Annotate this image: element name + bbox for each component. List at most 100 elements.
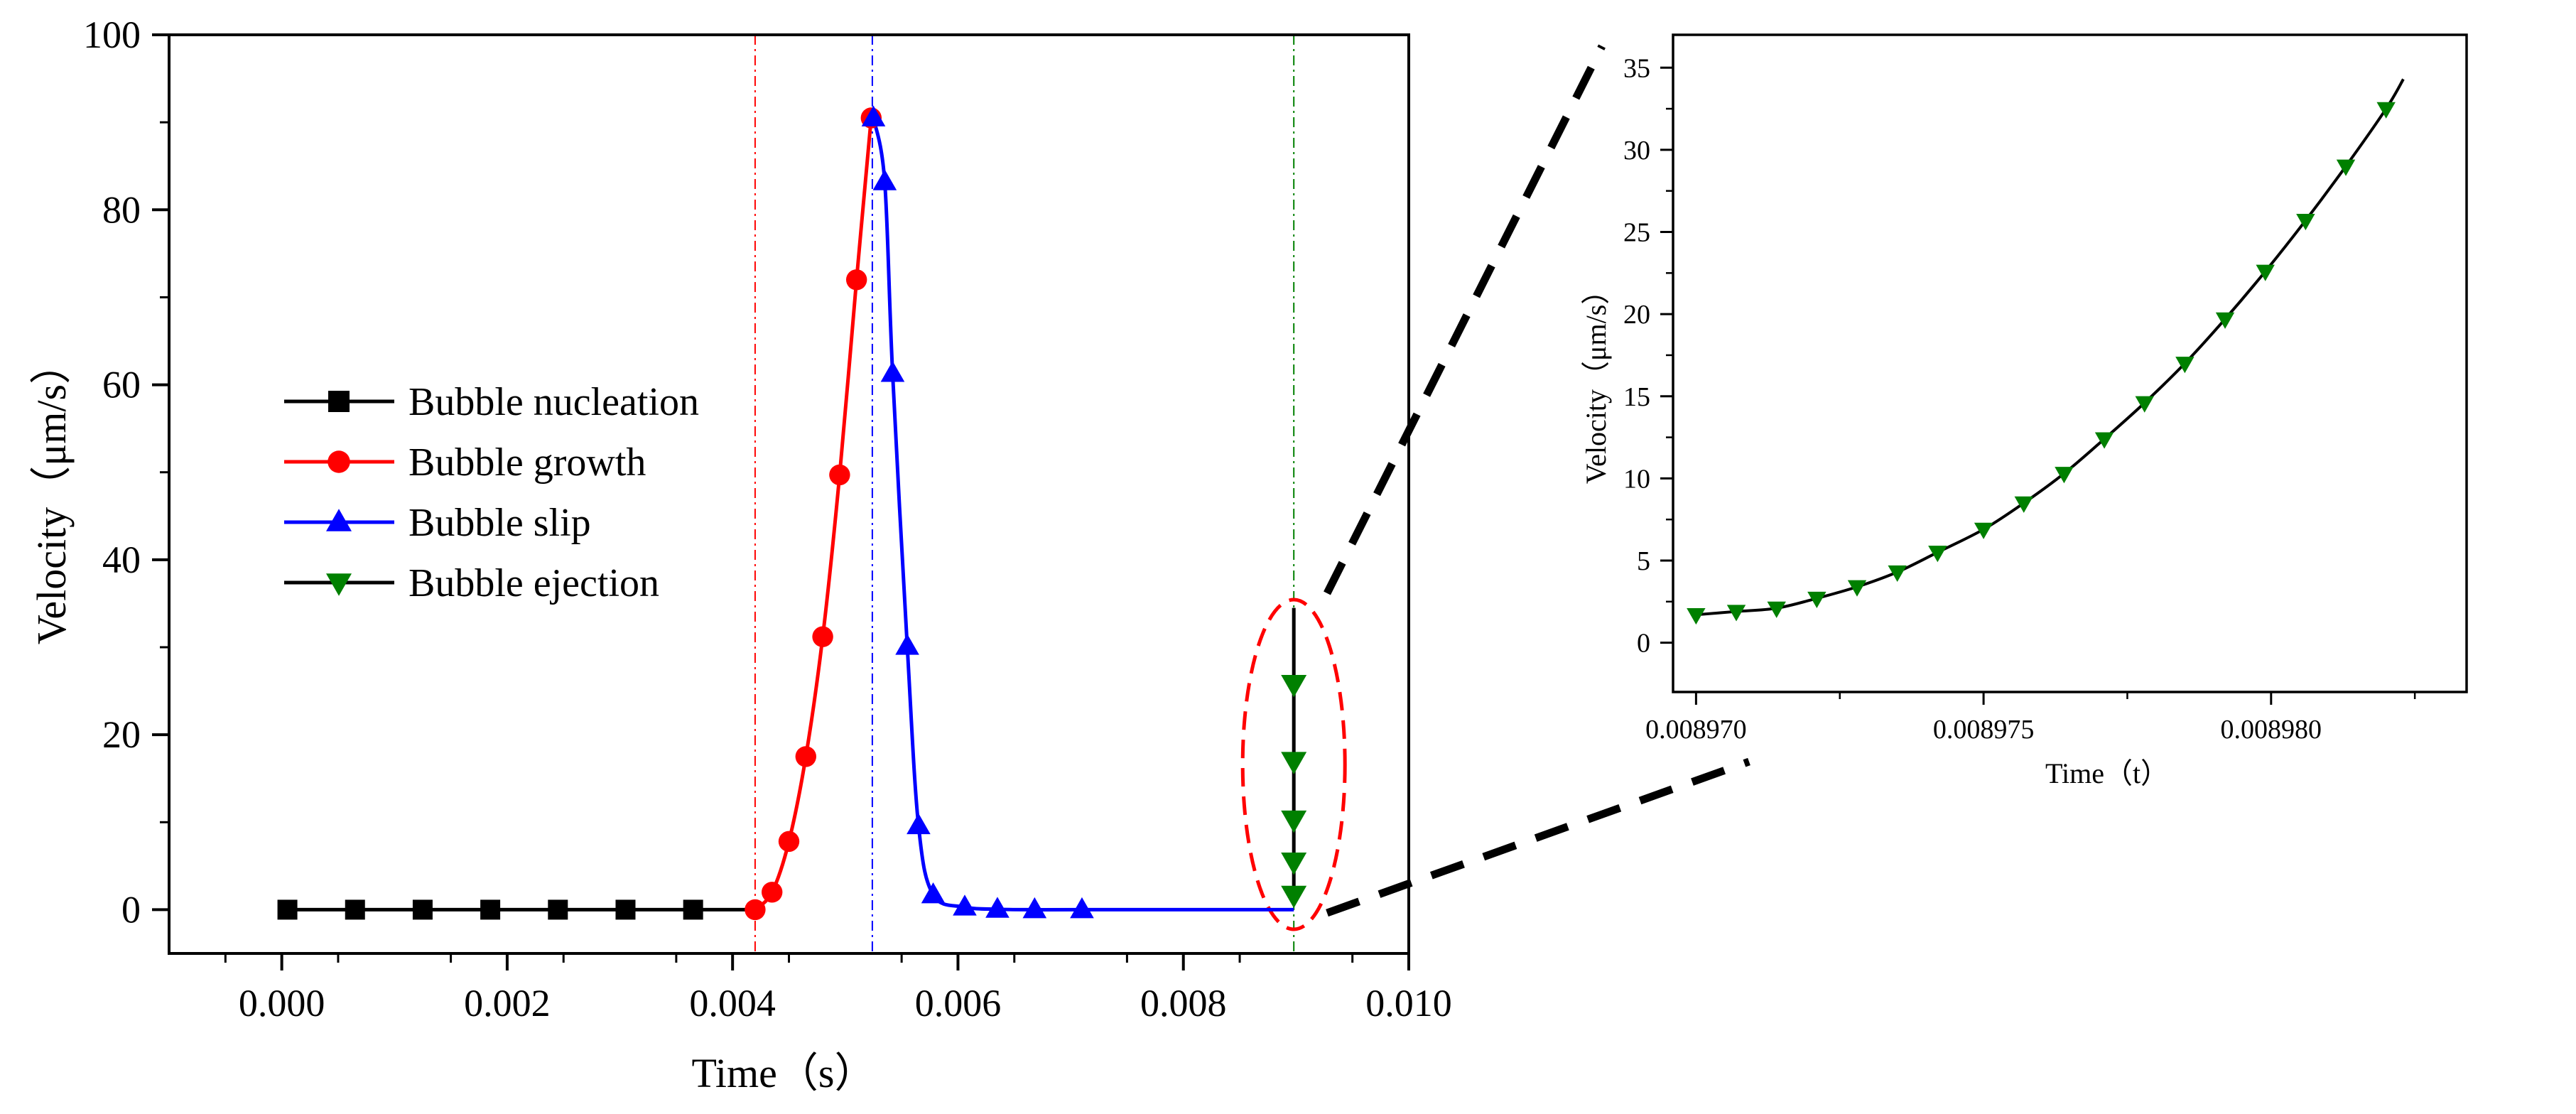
- point-bubble-slip-7: [953, 894, 977, 916]
- zoom-point-7: [1928, 546, 1947, 563]
- zoom-point-12: [2135, 396, 2154, 413]
- point-bubble-slip-6: [921, 882, 946, 904]
- zoom-point-11: [2094, 432, 2114, 449]
- point-bubble-ejection-1: [1281, 885, 1307, 909]
- zoom-x-tick-label: 0.008980: [2221, 715, 2322, 745]
- legend-label-bubble-ejection: Bubble ejection: [408, 561, 659, 605]
- legend-label-bubble-growth: Bubble growth: [408, 440, 646, 485]
- legend-item-bubble-nucleation: Bubble nucleation: [284, 380, 699, 424]
- point-bubble-growth-6: [829, 464, 850, 486]
- point-bubble-slip-4: [895, 634, 919, 655]
- zoom-point-5: [1847, 580, 1867, 597]
- main-x-tick-label: 0.006: [915, 982, 1002, 1024]
- main-x-axis-label: Time（s）: [692, 1050, 876, 1096]
- point-bubble-slip-9: [1022, 897, 1047, 919]
- main-x-tick-label: 0.004: [689, 982, 776, 1024]
- series-markers-bubble-nucleation: [277, 899, 703, 920]
- point-bubble-slip-10: [1070, 897, 1094, 919]
- point-bubble-nucleation-3: [412, 899, 433, 920]
- series-markers-bubble-ejection: [1281, 674, 1307, 909]
- zoom-y-tick-label: 20: [1623, 300, 1650, 330]
- point-bubble-nucleation-1: [277, 899, 298, 920]
- zoom-y-tick-label: 0: [1637, 629, 1650, 659]
- point-bubble-nucleation-6: [615, 899, 636, 920]
- zoom-point-17: [2336, 159, 2356, 176]
- zoom-point-2: [1726, 605, 1746, 622]
- legend-marker-bubble-nucleation: [328, 391, 350, 412]
- main-x-tick-label: 0.008: [1140, 982, 1227, 1024]
- point-bubble-nucleation-4: [480, 899, 501, 920]
- zoom-x-ticks: 0.008970 0.008975 0.008980: [1645, 692, 2416, 745]
- zoom-y-ticks: 0 5 10 15 20 25 30 35: [1623, 53, 1673, 659]
- series-bubble-growth: [754, 117, 873, 912]
- point-bubble-slip-8: [985, 897, 1010, 918]
- zoom-connector-top: [1324, 44, 1606, 595]
- main-x-tick-label: 0.002: [464, 982, 551, 1024]
- main-y-ticks: 0 20 40 60 80 100: [83, 13, 169, 931]
- zoom-x-tick-label: 0.008975: [1933, 715, 2035, 745]
- main-legend: Bubble nucleation Bubble growth Bubble sli…: [284, 380, 699, 605]
- series-line-bubble-growth: [754, 117, 873, 912]
- main-y-tick-label: 0: [121, 888, 141, 931]
- zoom-chart: 0.008970 0.008975 0.008980 0 5 10 15 20 25 30 35 T…: [1580, 33, 2468, 789]
- point-bubble-growth-7: [845, 269, 867, 291]
- zoom-point-16: [2296, 213, 2315, 231]
- zoom-x-axis-label: Time（t）: [2045, 757, 2169, 789]
- main-y-tick-label: 40: [102, 539, 141, 581]
- zoom-series-markers: [1687, 102, 2396, 625]
- point-bubble-slip-2: [872, 169, 897, 190]
- zoom-point-3: [1767, 601, 1786, 618]
- zoom-y-axis-label: Velocity（μm/s）: [1580, 276, 1612, 485]
- zoom-point-1: [1687, 607, 1706, 625]
- main-x-ticks: 0.000 0.002 0.004 0.006 0.008 0.010: [224, 953, 1452, 1024]
- point-bubble-nucleation-5: [548, 899, 568, 920]
- legend-item-bubble-ejection: Bubble ejection: [284, 561, 659, 605]
- point-bubble-slip-1: [861, 105, 886, 126]
- zoom-point-18: [2376, 102, 2396, 119]
- zoom-point-9: [2014, 496, 2033, 513]
- point-bubble-growth-4: [795, 746, 816, 767]
- zoom-y-tick-label: 15: [1623, 382, 1650, 412]
- zoom-point-6: [1888, 565, 1907, 582]
- point-bubble-growth-1: [745, 899, 766, 921]
- point-bubble-nucleation-7: [683, 899, 703, 920]
- point-bubble-slip-3: [880, 361, 905, 382]
- zoom-point-8: [1974, 522, 1993, 539]
- zoom-y-tick-label: 5: [1637, 546, 1650, 576]
- zoom-point-13: [2175, 357, 2195, 374]
- zoom-y-tick-label: 35: [1623, 53, 1650, 83]
- legend-marker-bubble-growth: [328, 450, 350, 473]
- legend-label-bubble-slip: Bubble slip: [408, 501, 591, 545]
- zoom-point-14: [2215, 312, 2235, 329]
- main-y-tick-label: 80: [102, 188, 141, 231]
- zoom-y-tick-label: 25: [1623, 218, 1650, 248]
- legend-item-bubble-growth: Bubble growth: [284, 440, 646, 485]
- point-bubble-nucleation-2: [345, 899, 365, 920]
- zoom-plot-frame: [1672, 33, 2468, 693]
- zoom-point-4: [1807, 591, 1827, 608]
- point-bubble-ejection-4: [1281, 752, 1307, 774]
- main-y-tick-label: 60: [102, 364, 141, 406]
- main-reference-lines: [754, 35, 1295, 953]
- point-bubble-ejection-5: [1281, 674, 1307, 698]
- zoom-point-15: [2256, 264, 2275, 281]
- zoom-connector-bottom: [1326, 757, 1750, 917]
- point-bubble-growth-5: [812, 626, 833, 647]
- legend-marker-bubble-ejection: [326, 573, 352, 596]
- point-bubble-growth-3: [778, 831, 800, 853]
- zoom-y-tick-label: 30: [1623, 136, 1650, 166]
- zoom-point-10: [2055, 467, 2074, 484]
- series-bubble-slip: [872, 117, 1294, 912]
- main-y-tick-label: 20: [102, 713, 141, 756]
- main-annotation-ellipse: [1240, 597, 1347, 931]
- main-chart: 0.000 0.002 0.004 0.006 0.008 0.010 0 20 40 60 80 1…: [28, 13, 1452, 1096]
- legend-item-bubble-slip: Bubble slip: [284, 501, 591, 545]
- annotation-ellipse: [1240, 597, 1347, 931]
- series-markers-bubble-slip: [861, 105, 1094, 919]
- main-y-axis-label: Velocity（μm/s）: [28, 343, 75, 644]
- main-x-tick-label: 0.010: [1365, 982, 1452, 1024]
- point-bubble-slip-5: [907, 813, 931, 835]
- main-plot-frame: [168, 33, 1410, 955]
- point-bubble-ejection-3: [1281, 810, 1307, 833]
